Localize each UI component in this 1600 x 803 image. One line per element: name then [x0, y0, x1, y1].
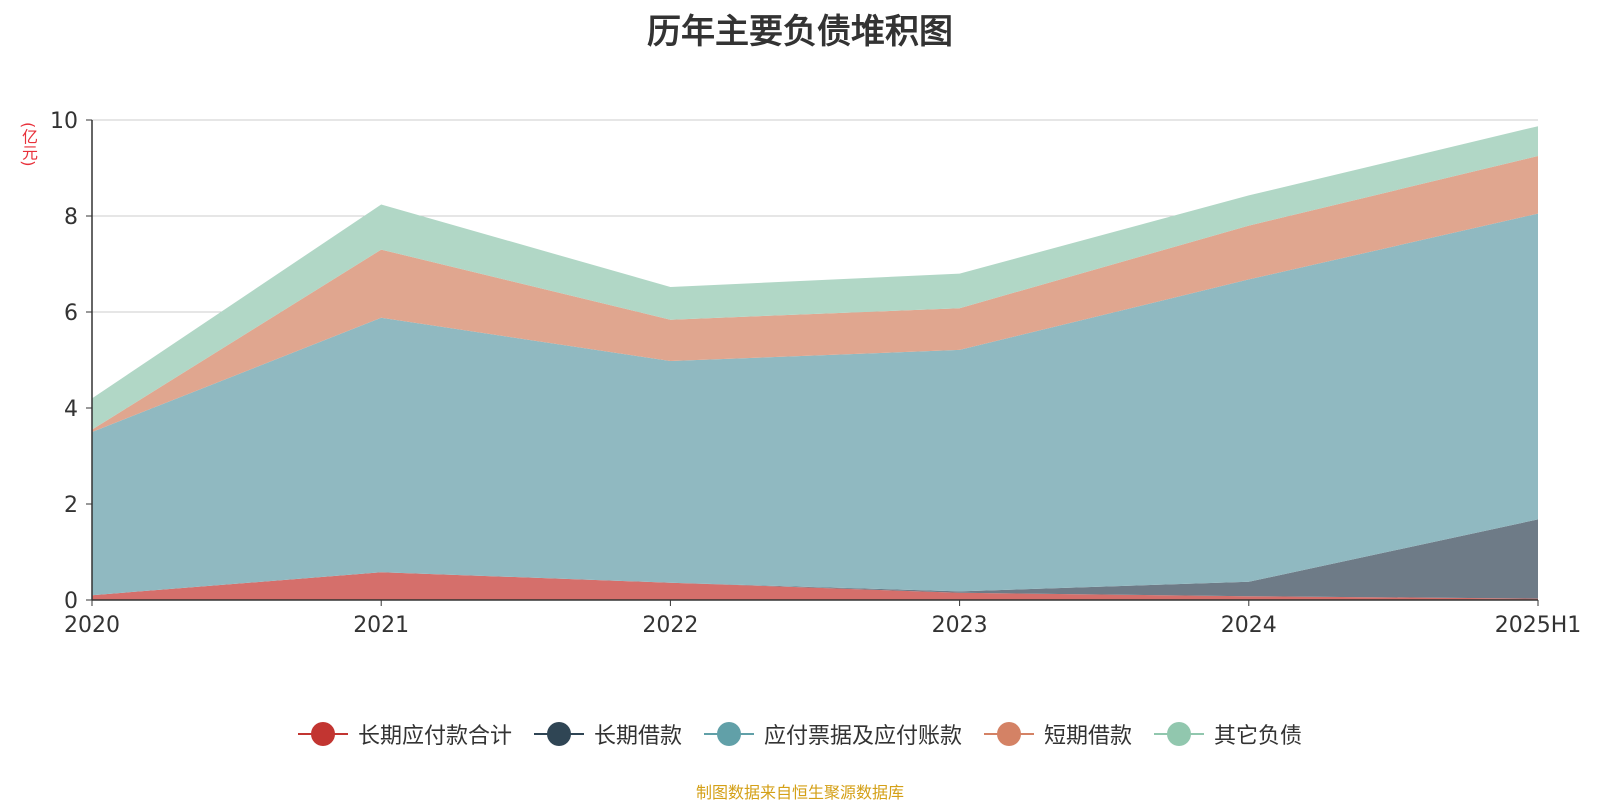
- axes: 0 2 4 6 8 10 2020 2021 2022 2023 2024 2025H1: [50, 109, 1581, 638]
- legend-marker-icon: [297, 721, 348, 747]
- source-note: 制图数据来自恒生聚源数据库: [695, 783, 904, 802]
- legend-item[interactable]: 短期借款: [984, 718, 1132, 750]
- legend-item[interactable]: 其它负债: [1154, 718, 1302, 750]
- area-长期应付款合计: [92, 572, 1538, 600]
- legend-marker-dot: [1167, 722, 1192, 746]
- x-tick-label: 2024: [1221, 613, 1277, 638]
- x-tick-label: 2022: [642, 613, 698, 638]
- y-tick-label: 8: [64, 205, 78, 230]
- legend-marker-dot: [716, 722, 741, 746]
- legend-label: 其它负债: [1214, 724, 1303, 749]
- legend-label: 短期借款: [1044, 724, 1133, 749]
- legend-marker-icon: [533, 721, 584, 747]
- legend-label: 长期应付款合计: [357, 724, 512, 749]
- legend-item[interactable]: 应付票据及应付账款: [703, 718, 962, 750]
- legend-label: 长期借款: [593, 724, 682, 749]
- legend-item[interactable]: 长期应付款合计: [297, 718, 512, 750]
- y-tick-label: 10: [50, 109, 78, 134]
- chart-title: 历年主要负债堆积图: [647, 12, 953, 52]
- y-axis-unit-label: (亿元): [19, 122, 38, 167]
- legend-item[interactable]: 长期借款: [533, 718, 682, 750]
- y-tick-label: 2: [64, 493, 78, 518]
- x-tick-label: 2023: [932, 613, 988, 638]
- y-tick-label: 6: [64, 301, 78, 326]
- legend-label: 应付票据及应付账款: [763, 724, 962, 749]
- area-应付票据及应付账款: [92, 213, 1538, 596]
- y-tick-label: 4: [64, 397, 78, 422]
- legend-marker-icon: [984, 721, 1034, 747]
- x-tick-label: 2020: [64, 613, 120, 638]
- legend-marker-dot: [546, 722, 571, 746]
- y-tick-label: 0: [64, 589, 78, 614]
- area-长期借款: [92, 519, 1538, 599]
- area-series: [92, 126, 1538, 600]
- area-短期借款: [92, 156, 1538, 432]
- legend-marker-icon: [1154, 721, 1205, 747]
- x-tick-label: 2021: [353, 613, 409, 638]
- legend-marker-dot: [997, 722, 1021, 746]
- legend-marker-icon: [703, 721, 754, 747]
- legend-marker-dot: [310, 722, 335, 746]
- x-tick-label: 2025H1: [1495, 613, 1582, 638]
- chart-legend: 长期应付款合计 长期借款 应付票据及应付账款 短期借款 其它负债: [0, 718, 1600, 750]
